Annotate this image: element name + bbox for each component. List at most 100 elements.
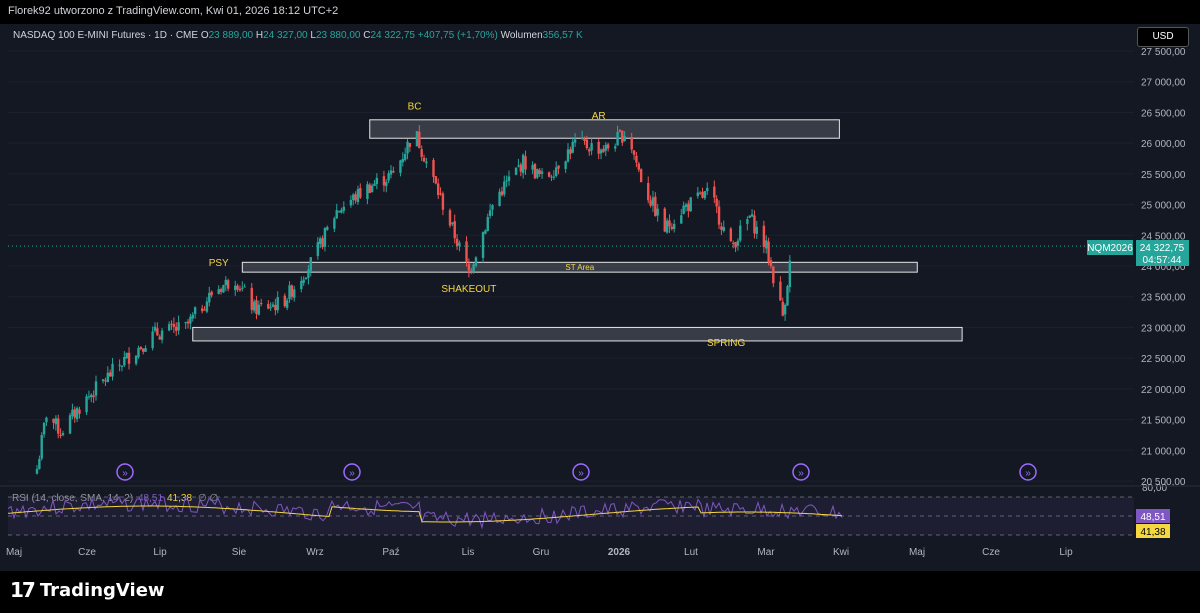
candle-body xyxy=(408,142,412,147)
candle-body xyxy=(184,322,187,324)
candle-body xyxy=(736,240,740,246)
candle-body xyxy=(59,434,62,436)
candle-body xyxy=(366,184,369,200)
symbol-name[interactable]: NASDAQ 100 E-MINI Futures · 1D · CME xyxy=(13,30,199,41)
rsi-sma-legend-value: 41,38 xyxy=(167,493,192,504)
candle-body xyxy=(788,260,792,288)
candle-body xyxy=(491,205,494,210)
candle-body xyxy=(85,396,88,413)
x-tick-label: Paź xyxy=(382,547,399,558)
event-circle xyxy=(1019,463,1037,481)
volume-value: 356,57 K xyxy=(542,30,583,41)
candle-body xyxy=(540,171,544,174)
time-axis[interactable]: Maj Cze Lip Sie Wrz Paź Lis Gru 2026 Lut Mar Kwi Maj… xyxy=(6,547,1073,558)
candle-body xyxy=(285,300,289,308)
candle-body xyxy=(656,208,659,216)
candle-body xyxy=(68,415,72,434)
candle-body xyxy=(316,242,320,256)
price-axis[interactable]: 20 500,00 21 000,00 21 500,00 22 000,00 22 5… xyxy=(1141,47,1186,488)
candle-body xyxy=(564,161,567,169)
candle-body xyxy=(557,165,560,169)
candle-body xyxy=(309,257,312,271)
candle-body xyxy=(352,194,355,201)
candle-body xyxy=(340,209,343,213)
wyckoff-label: PSY xyxy=(209,258,229,269)
x-tick-label: Maj xyxy=(6,547,22,558)
tradingview-logo[interactable]: 17 TradingView xyxy=(10,578,165,602)
y-tick-label: 25 500,00 xyxy=(1141,170,1186,181)
candle-body xyxy=(651,197,655,206)
candle-body xyxy=(373,183,376,186)
event-arrow: » xyxy=(349,468,355,479)
y-tick-label: 20 500,00 xyxy=(1141,477,1186,488)
event-markers[interactable]: » » » » » xyxy=(116,463,1037,481)
candle-body xyxy=(448,210,452,226)
rsi-sma-line xyxy=(7,505,843,523)
chart-panel[interactable] xyxy=(0,24,1200,571)
candle-body xyxy=(621,130,624,143)
candle-body xyxy=(597,141,600,154)
candle-body xyxy=(698,192,702,194)
candle-body xyxy=(531,164,534,170)
candle-body xyxy=(238,288,242,291)
candle-body xyxy=(158,336,161,340)
candle-body xyxy=(498,191,501,207)
candle-body xyxy=(137,348,140,358)
y-tick-label: 26 500,00 xyxy=(1141,108,1186,119)
event-marker-icon[interactable]: » xyxy=(116,463,134,481)
candle-body xyxy=(73,409,76,418)
x-tick-label: 2026 xyxy=(608,547,631,558)
candle-body xyxy=(269,307,272,309)
candle-body xyxy=(333,218,336,229)
candle-body xyxy=(283,295,286,307)
event-marker-icon[interactable]: » xyxy=(343,463,361,481)
candle-body xyxy=(276,297,279,311)
currency-button[interactable]: USD xyxy=(1137,27,1189,47)
y-tick-label: 27 000,00 xyxy=(1141,78,1186,89)
candle-body xyxy=(40,435,43,459)
candle-body xyxy=(406,141,409,154)
rsi-pane[interactable]: RSI (14, close, SMA, 14, 2) 48,51 41,38 … xyxy=(0,483,1200,538)
candle-body xyxy=(349,199,353,206)
annotations: BC AR PSY SHAKEOUT SPRING xyxy=(209,101,746,349)
candle-body xyxy=(401,158,404,163)
x-tick-label: Gru xyxy=(533,547,550,558)
candle-body xyxy=(521,154,525,174)
candle-body xyxy=(293,289,296,298)
rsi-label: RSI (14, close, SMA, 14, 2) xyxy=(12,493,133,504)
event-marker-icon[interactable]: » xyxy=(792,463,810,481)
candle-body xyxy=(260,302,263,305)
rsi-legend-value: 48,51 xyxy=(138,493,163,504)
candle-body xyxy=(134,355,138,364)
tradingview-logo-text: TradingView xyxy=(39,579,165,601)
event-arrow: » xyxy=(578,468,584,479)
candle-body xyxy=(210,291,213,296)
event-marker-icon[interactable]: » xyxy=(572,463,590,481)
candle-body xyxy=(403,153,407,160)
candle-body xyxy=(783,304,787,315)
x-tick-label: Kwi xyxy=(833,547,849,558)
candle-body xyxy=(144,348,147,352)
candle-body xyxy=(434,176,438,184)
candle-body xyxy=(467,263,471,271)
candle-body xyxy=(389,170,393,175)
candle-body xyxy=(580,137,584,139)
candle-body xyxy=(342,206,345,211)
candle-body xyxy=(673,224,676,230)
change-value: +407,75 (+1,70%) xyxy=(417,30,498,41)
candle-body xyxy=(439,193,442,195)
candle-body xyxy=(500,191,504,196)
candle-body xyxy=(203,309,206,311)
candle-body xyxy=(517,165,520,167)
candle-body xyxy=(696,192,699,197)
candle-body xyxy=(703,191,707,199)
candle-body xyxy=(616,131,619,146)
y-tick-label: 22 500,00 xyxy=(1141,354,1186,365)
candle-body xyxy=(717,206,721,225)
event-marker-icon[interactable]: » xyxy=(1019,463,1037,481)
rsi-sma-current: 41,38 xyxy=(1140,527,1165,538)
candle-body xyxy=(618,130,622,132)
candle-body xyxy=(57,418,60,434)
candle-body xyxy=(45,417,48,423)
